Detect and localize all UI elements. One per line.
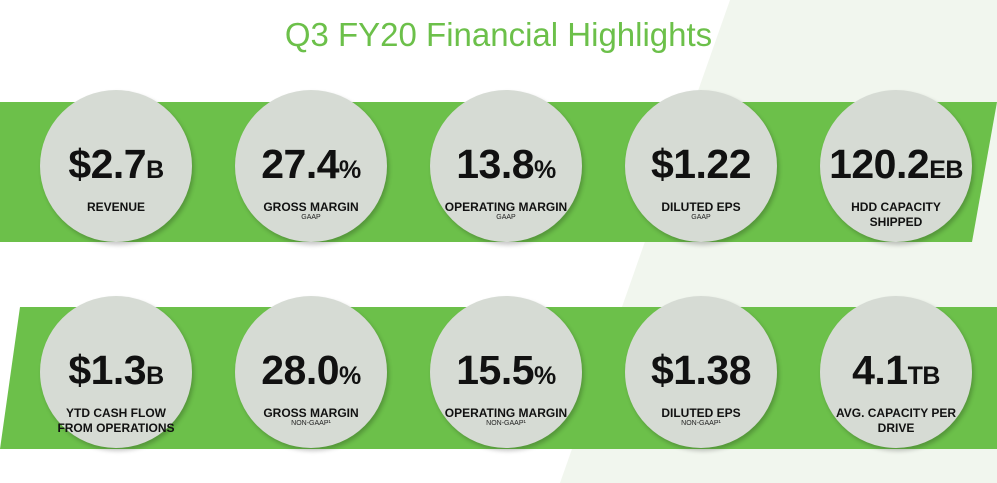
metric-revenue: $2.7B REVENUE: [40, 90, 192, 242]
metric-unit: %: [534, 362, 556, 390]
metric-label: REVENUE: [86, 200, 145, 214]
metric-label: OPERATING MARGIN: [444, 406, 568, 420]
metric-value: $1.38: [650, 347, 752, 393]
metric-diluted-eps-gaap: $1.22 DILUTED EPS GAAP: [625, 90, 777, 242]
metric-label: HDD CAPACITY SHIPPED: [851, 200, 941, 229]
metric-label: DILUTED EPS: [661, 406, 741, 420]
metric-sublabel: NON-GAAP¹: [486, 420, 526, 427]
page-title: Q3 FY20 Financial Highlights: [284, 16, 713, 53]
metric-label: AVG. CAPACITY PER DRIVE: [835, 406, 957, 435]
metric-value: $1.22: [650, 141, 752, 187]
metric-value: $2.7: [68, 141, 147, 187]
metric-gross-margin-non-gaap: 28.0% GROSS MARGIN NON-GAAP¹: [235, 296, 387, 448]
metric-unit: %: [534, 156, 556, 184]
metric-unit: TB: [907, 362, 941, 390]
metric-unit: %: [339, 362, 361, 390]
metric-sublabel: GAAP: [691, 214, 711, 221]
metric-value: 28.0: [261, 347, 340, 393]
metric-operating-margin-gaap: 13.8% OPERATING MARGIN GAAP: [430, 90, 582, 242]
metric-value: $1.3: [68, 347, 147, 393]
metric-value: 13.8: [456, 141, 535, 187]
metric-sublabel: NON-GAAP¹: [291, 420, 331, 427]
metric-value: 120.2: [829, 141, 930, 187]
metric-unit: B: [146, 362, 164, 390]
metric-ytd-cash-flow: $1.3B YTD CASH FLOW FROM OPERATIONS: [40, 296, 192, 448]
metric-sublabel: GAAP: [301, 214, 321, 221]
metric-label: DILUTED EPS: [661, 200, 741, 214]
metric-value: 27.4: [261, 141, 340, 187]
metric-value: 4.1: [852, 347, 908, 393]
metric-sublabel: GAAP: [496, 214, 516, 221]
metric-diluted-eps-non-gaap: $1.38 DILUTED EPS NON-GAAP¹: [625, 296, 777, 448]
metric-unit: %: [339, 156, 361, 184]
metric-label: GROSS MARGIN: [263, 200, 359, 214]
metric-avg-capacity-per-drive: 4.1TB AVG. CAPACITY PER DRIVE: [820, 296, 972, 448]
metric-unit: B: [146, 156, 164, 184]
metric-hdd-capacity-shipped: 120.2EB HDD CAPACITY SHIPPED: [820, 90, 972, 242]
metric-gross-margin-gaap: 27.4% GROSS MARGIN GAAP: [235, 90, 387, 242]
metric-value: 15.5: [456, 347, 535, 393]
metric-operating-margin-non-gaap: 15.5% OPERATING MARGIN NON-GAAP¹: [430, 296, 582, 448]
metric-label: YTD CASH FLOW FROM OPERATIONS: [57, 406, 175, 435]
metric-sublabel: NON-GAAP¹: [681, 420, 721, 427]
metric-unit: EB: [929, 156, 963, 184]
metric-label: OPERATING MARGIN: [444, 200, 568, 214]
metric-label: GROSS MARGIN: [263, 406, 359, 420]
